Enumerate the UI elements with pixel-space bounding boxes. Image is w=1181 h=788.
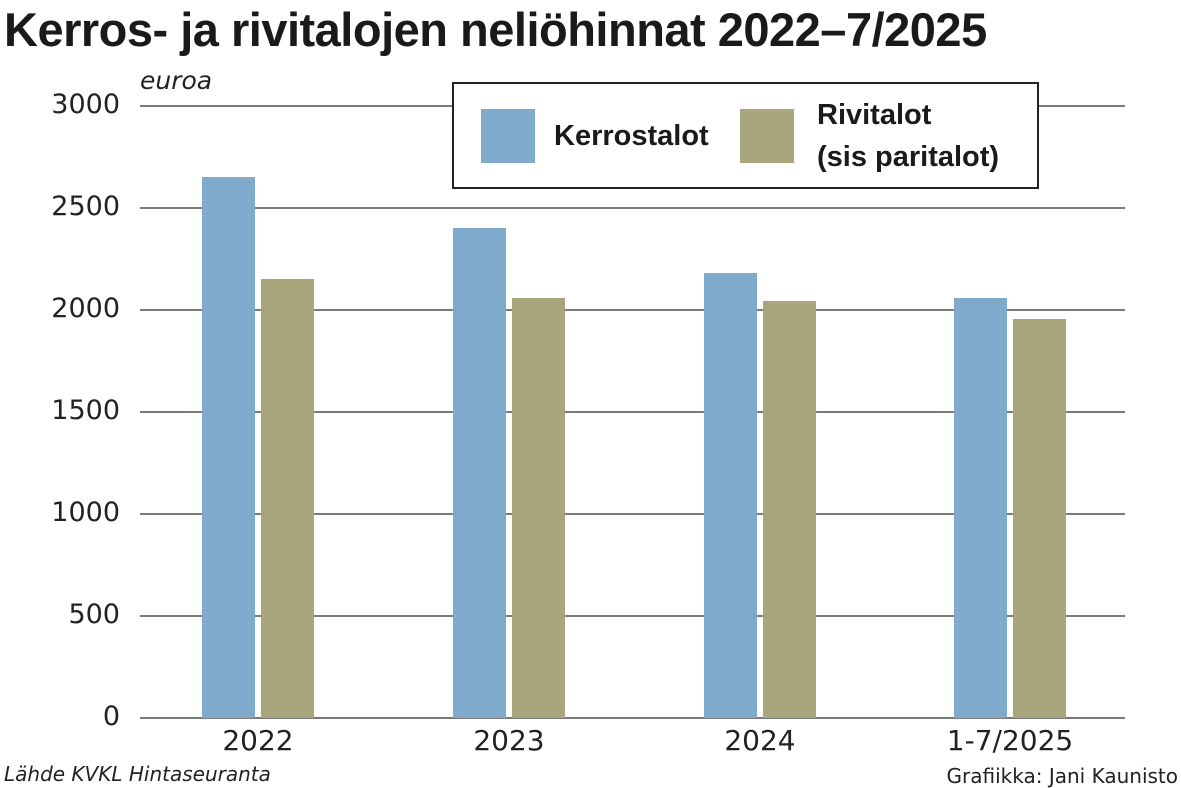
y-tick-label: 2000 xyxy=(51,293,120,324)
x-tick-label: 2024 xyxy=(724,724,796,757)
x-tick-label: 2022 xyxy=(222,724,294,757)
gridline xyxy=(140,615,1125,617)
bar-rivitalot-2024 xyxy=(763,300,816,718)
bar-kerrostalot-2022 xyxy=(202,177,255,718)
gridline xyxy=(140,309,1125,311)
legend-label-kerrostalot: Kerrostalot xyxy=(554,120,709,152)
y-tick-label: 2500 xyxy=(51,191,120,222)
legend-swatch-kerrostalot xyxy=(481,109,535,163)
gridline xyxy=(140,717,1125,719)
legend-label-rivitalot-line2: (sis paritalot) xyxy=(817,141,1000,174)
gridline xyxy=(140,513,1125,515)
x-tick-label: 2023 xyxy=(473,724,545,757)
y-tick-label: 3000 xyxy=(51,89,120,120)
graphics-credit: Grafiikka: Jani Kaunisto xyxy=(946,764,1178,788)
legend-swatch-rivitalot xyxy=(740,109,794,163)
y-axis-unit: euroa xyxy=(140,66,213,95)
bar-rivitalot-2022 xyxy=(261,279,314,718)
legend-label-rivitalot: Rivitalot (sis paritalot) xyxy=(817,94,999,178)
y-tick-label: 500 xyxy=(68,599,120,630)
source-note: Lähde KVKL Hintaseuranta xyxy=(4,762,271,786)
legend: Kerrostalot Rivitalot (sis paritalot) xyxy=(452,82,1039,189)
legend-label-rivitalot-line1: Rivitalot xyxy=(817,99,932,131)
gridline xyxy=(140,207,1125,209)
bar-kerrostalot-2024 xyxy=(704,273,757,718)
bar-rivitalot-1-7-2025 xyxy=(1013,319,1066,718)
bar-kerrostalot-1-7-2025 xyxy=(954,297,1007,718)
bar-rivitalot-2023 xyxy=(512,297,565,718)
gridline xyxy=(140,411,1125,413)
y-tick-label: 1500 xyxy=(51,395,120,426)
chart-title: Kerros- ja rivitalojen neliöhinnat 2022–… xyxy=(4,3,987,56)
bar-kerrostalot-2023 xyxy=(453,228,506,718)
y-tick-label: 0 xyxy=(102,701,120,732)
y-tick-label: 1000 xyxy=(51,497,120,528)
x-tick-label: 1-7/2025 xyxy=(946,724,1074,757)
